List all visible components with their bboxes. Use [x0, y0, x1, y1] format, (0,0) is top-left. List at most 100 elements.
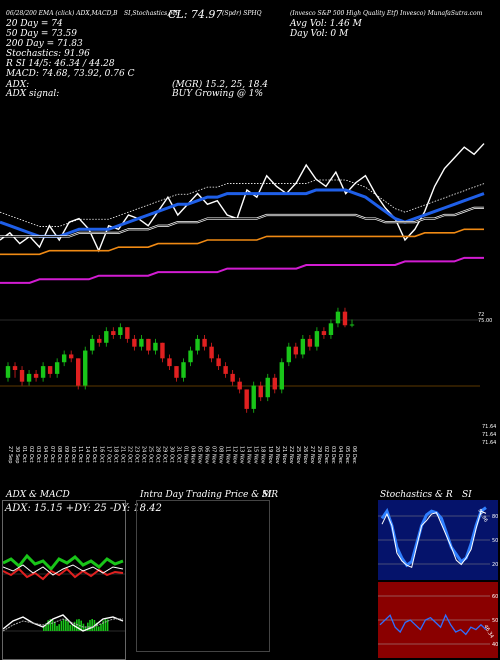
macd-bar	[49, 619, 52, 631]
candle-body	[19, 370, 25, 382]
candle-body	[153, 342, 158, 351]
date-tick-label: 05 Nov	[197, 446, 203, 464]
date-tick-label: 29 Oct	[161, 446, 167, 463]
date-tick-label: 25 Oct	[147, 446, 153, 463]
candle-body	[342, 311, 348, 326]
date-tick-label: 04 Dec	[337, 446, 343, 464]
si-line	[379, 613, 487, 636]
adx-signal: ADX signal:	[6, 89, 60, 99]
adx-stat: ADX:	[6, 80, 30, 90]
candle-body	[125, 327, 130, 339]
macd-bar	[80, 620, 82, 631]
ema-dotted-line	[0, 179, 485, 227]
candle-body	[349, 324, 355, 326]
candle-body	[293, 346, 299, 355]
date-tick-label: 14 Oct	[84, 446, 90, 463]
candles	[5, 307, 355, 413]
candle-body	[279, 362, 284, 390]
candle-body	[321, 331, 327, 335]
ema50-stat: 50 Day = 73.59	[6, 29, 78, 39]
macd-bar	[78, 619, 80, 631]
date-tick-label: 18 Oct	[112, 446, 118, 463]
ema100-line	[0, 228, 484, 256]
si-level-60: 60	[492, 594, 498, 600]
stoch-panel-title: Stochastics & R	[380, 490, 453, 500]
macd-bar	[56, 625, 58, 631]
date-tick-label: 26 Nov	[302, 446, 308, 464]
date-tick-label: 23 Oct	[133, 446, 139, 463]
si-stat: R SI 14/5: 46.34 / 44.28	[6, 59, 115, 69]
date-tick-label: 02 Dec	[323, 446, 329, 464]
date-tick-label: 07 Oct	[49, 446, 55, 463]
candle-body	[139, 338, 144, 347]
stoch-d-line	[381, 510, 487, 569]
candle-body	[202, 338, 207, 347]
date-tick-label: 10 Oct	[70, 446, 76, 463]
macd-bar	[95, 622, 98, 631]
ema-lines	[0, 143, 485, 284]
date-tick-label: 11 Nov	[225, 446, 231, 464]
date-tick-label: 13 Nov	[239, 446, 245, 464]
date-tick-label: 01 Oct	[21, 446, 27, 463]
date-tick-label: 21 Oct	[119, 446, 125, 463]
date-tick-label: 06 Dec	[351, 446, 357, 464]
candle-body	[33, 373, 39, 378]
candle-body	[181, 362, 186, 378]
candle-body	[286, 346, 292, 363]
date-tick-label: 25 Nov	[295, 446, 301, 464]
candle-body	[167, 358, 172, 367]
macd-bar	[54, 622, 56, 631]
date-tick-label: 16 Oct	[98, 446, 104, 463]
macd-bar	[69, 624, 71, 631]
date-tick-label: 18 Nov	[260, 446, 266, 464]
candle-body	[54, 362, 60, 374]
date-tick-label: 19 Nov	[267, 446, 273, 464]
si-level-40: 40	[492, 642, 498, 648]
candle-body	[68, 354, 74, 359]
candle-body	[244, 389, 249, 409]
stoch-level-80: 80	[492, 514, 498, 520]
price-label-top: 75.00	[478, 318, 493, 324]
macd-bar	[102, 620, 104, 631]
candle-body	[83, 350, 88, 386]
ema50-line-inner	[0, 207, 484, 237]
date-tick-label: 28 Oct	[154, 446, 160, 463]
adx-plus-line	[3, 553, 124, 572]
date-tick-label: 29 Nov	[316, 446, 322, 464]
stoch-level-50: 50	[492, 538, 498, 544]
adx-mid: (MGR) 15.2, 25, 18.4	[172, 80, 269, 90]
candle-body	[237, 381, 242, 390]
avg-vol: Avg Vol: 1.46 M	[290, 19, 362, 29]
date-tick-label: 21 Nov	[281, 446, 287, 464]
date-tick-label: 20 Nov	[274, 446, 280, 464]
ema20-stat: 20 Day = 74	[6, 19, 63, 29]
candle-body	[223, 366, 228, 374]
stoch-level-20: 20	[492, 562, 498, 568]
candle-body	[258, 385, 263, 398]
macd-bar	[98, 626, 100, 631]
intraday-panel-title: Intra Day Trading Price & MR	[140, 490, 279, 500]
date-tick-label: 15 Nov	[253, 446, 259, 464]
si-level-50: 50	[492, 618, 498, 624]
candle-body	[251, 385, 256, 409]
candle-body	[300, 338, 306, 355]
day-vol: Day Vol: 0 M	[290, 29, 349, 39]
candle-body	[97, 338, 102, 343]
company-name: (Invesco S&P 500 High Quality Etf) Inves…	[290, 10, 483, 17]
price-label-bottom-3: 71.64	[482, 440, 497, 446]
candle-body	[146, 338, 151, 351]
intraday-panel	[136, 500, 270, 652]
date-tick-label: 12 Nov	[232, 446, 238, 464]
candle-body	[118, 327, 123, 335]
date-tick-label: 30 Sep	[14, 446, 20, 463]
adx-panel: ADX: 15.15 +DY: 25 -DY: 18.42	[2, 500, 162, 660]
close-price: CL: 74.97	[168, 8, 223, 21]
candle-body	[272, 377, 277, 390]
rsi-stat: Stochastics: 91.96	[6, 49, 90, 59]
si-plot: 60 50 40 46.34	[378, 582, 498, 658]
macd-signal-line	[3, 618, 123, 632]
macd-bar	[45, 623, 47, 631]
candle-body	[47, 366, 53, 374]
macd-bar	[51, 619, 54, 631]
candle-body	[209, 346, 214, 359]
